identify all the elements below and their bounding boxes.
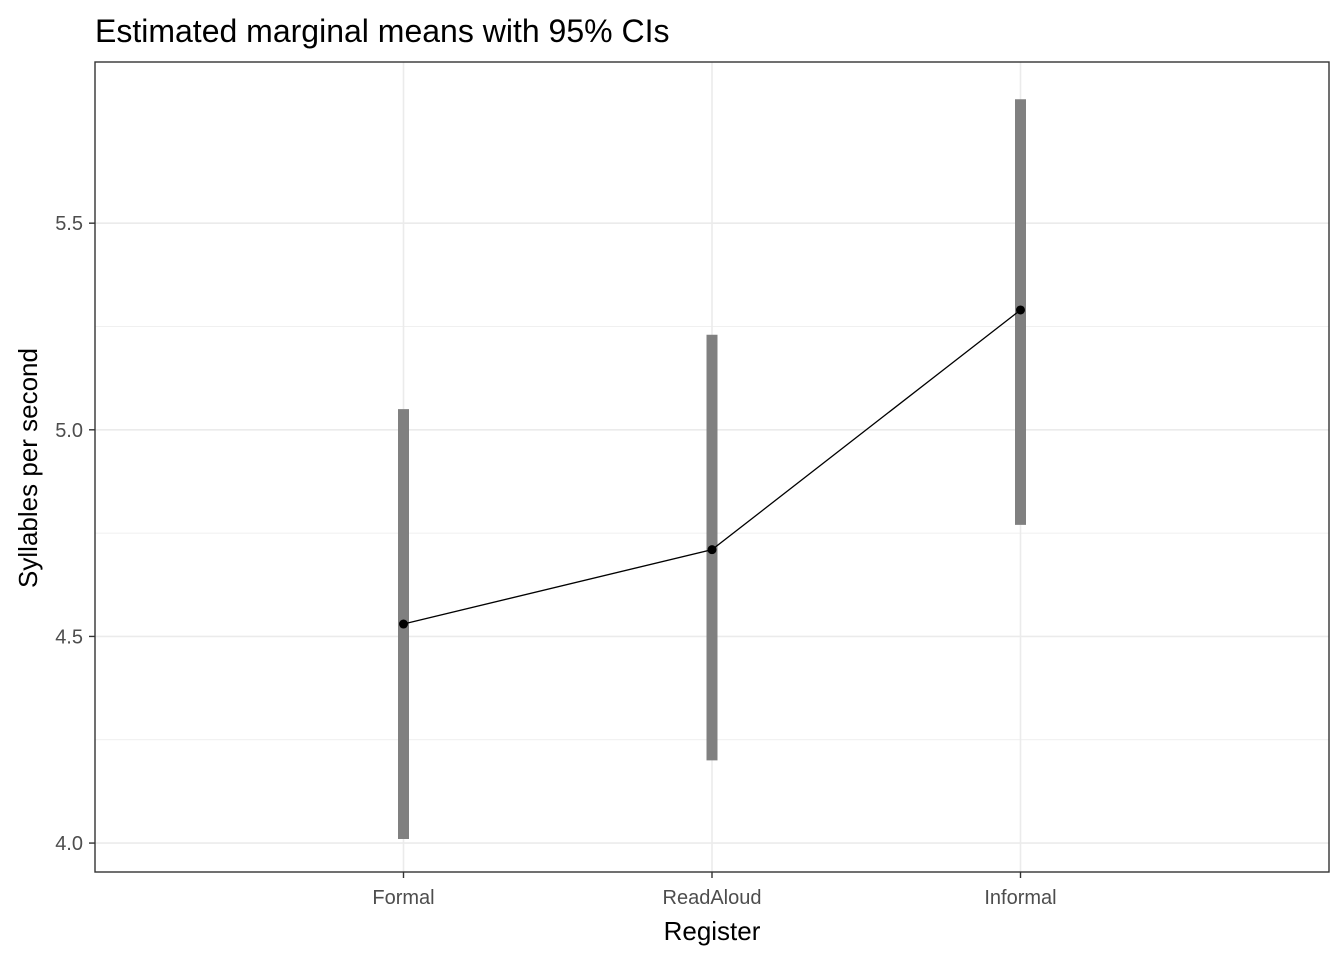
y-tick-label: 4.5 — [55, 626, 83, 648]
x-tick-label: Formal — [372, 887, 434, 909]
data-point — [399, 619, 408, 629]
data-point — [1016, 305, 1025, 315]
y-tick-label: 5.0 — [55, 420, 83, 442]
data-point — [707, 545, 717, 555]
y-tick-label: 5.5 — [55, 213, 83, 235]
x-tick-label: Informal — [984, 887, 1056, 909]
points — [399, 305, 1025, 629]
chart-title: Estimated marginal means with 95% CIs — [95, 13, 669, 49]
x-axis: Formal ReadAloud Informal — [372, 872, 1057, 909]
x-axis-title: Register — [664, 916, 761, 946]
x-tick-label: ReadAloud — [663, 887, 762, 909]
y-tick-label: 4.0 — [55, 833, 83, 855]
y-axis-title: Syllables per second — [13, 348, 43, 588]
y-axis: 4.0 4.5 5.0 5.5 — [55, 213, 95, 855]
